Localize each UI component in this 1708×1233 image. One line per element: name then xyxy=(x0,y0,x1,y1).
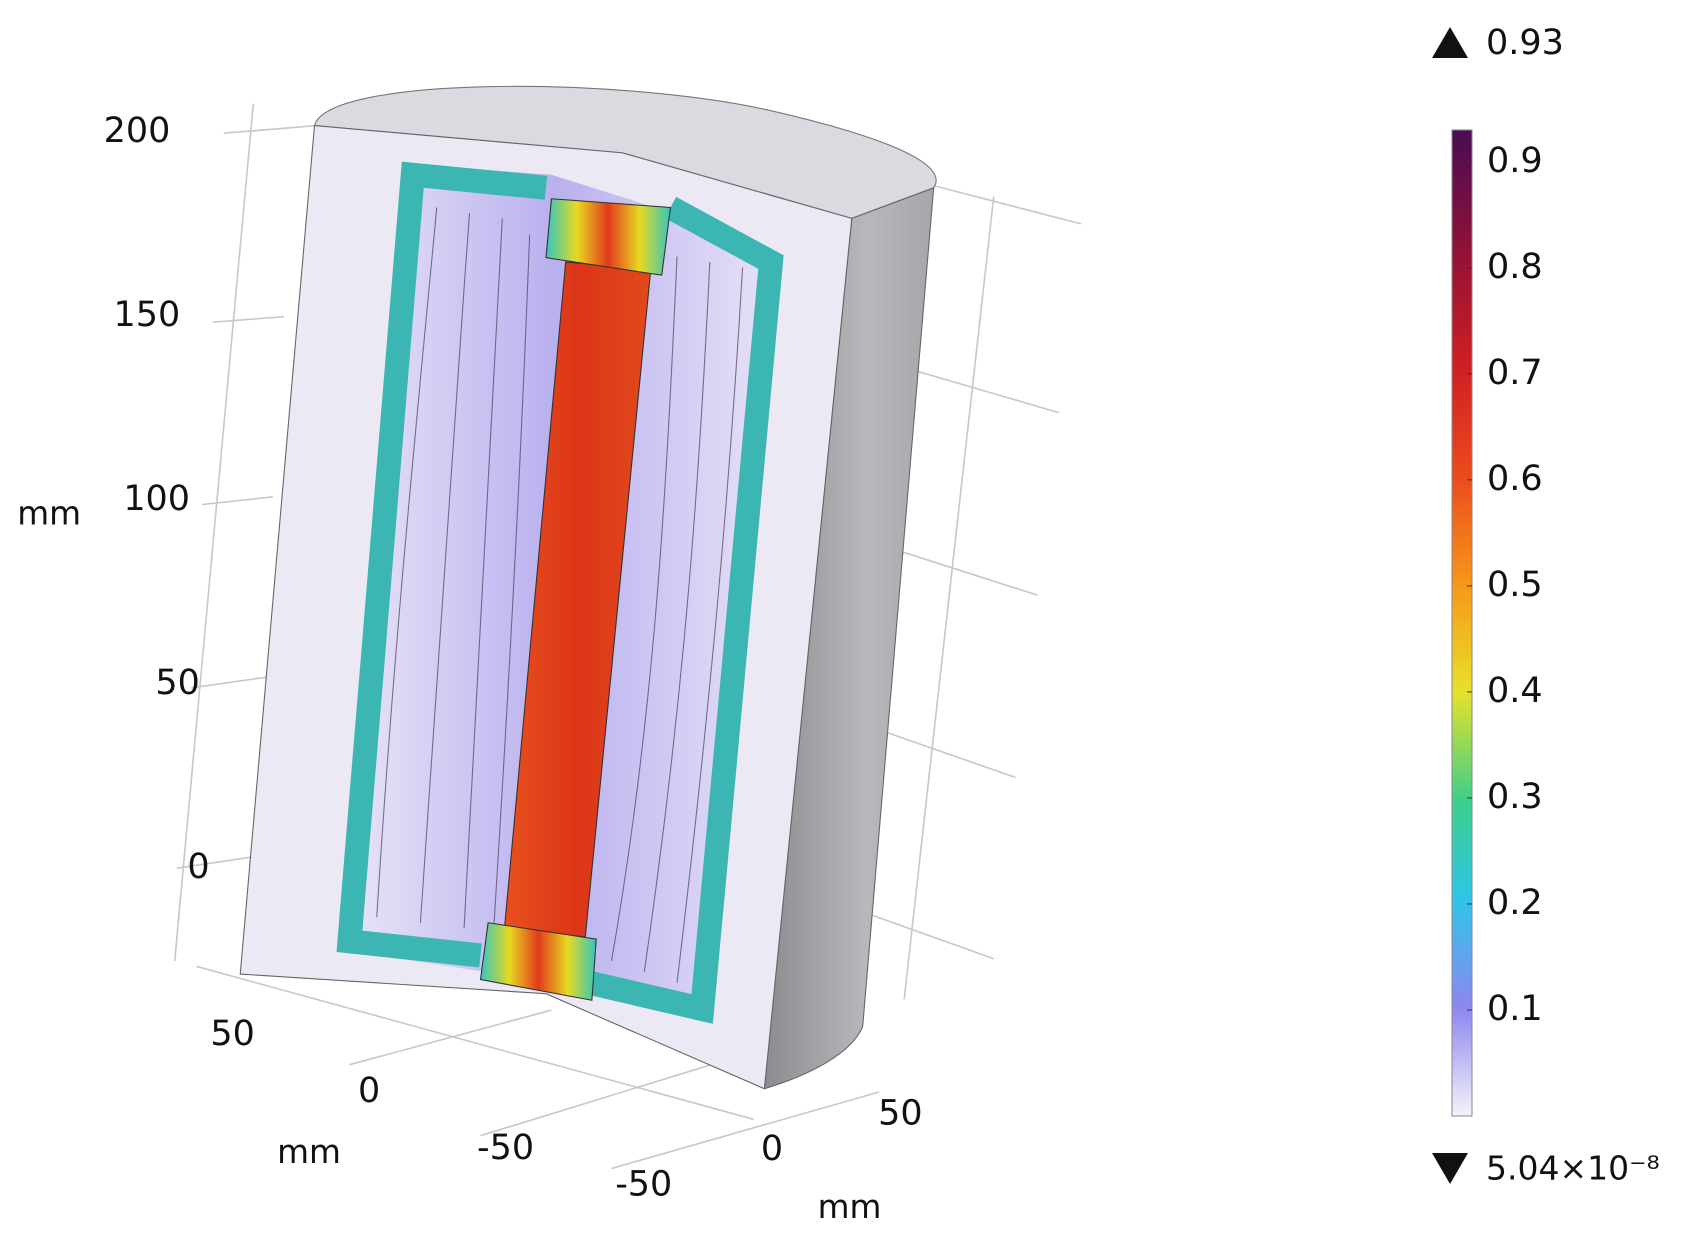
x-tick-label: -50 xyxy=(477,1128,534,1168)
y-axis-label: mm xyxy=(818,1188,882,1226)
3d-scene: mm mm mm 200 150 100 50 0 50 0 -50 50 0 -50 xyxy=(17,85,1082,1226)
top-face xyxy=(313,85,937,219)
bottom-pole xyxy=(479,922,597,1001)
z-tick-label: 50 xyxy=(155,663,199,703)
max-marker xyxy=(1432,27,1468,58)
x-tick-label: 50 xyxy=(210,1014,254,1054)
y-tick-label: 50 xyxy=(878,1093,922,1133)
y-tick-label: -50 xyxy=(615,1164,672,1204)
x-axis-label: mm xyxy=(277,1133,341,1171)
top-pole xyxy=(545,198,672,276)
colorbar-tick-label: 0.1 xyxy=(1487,989,1543,1029)
yoke-left xyxy=(336,161,548,968)
z-tick-label: 150 xyxy=(113,295,180,335)
side-face xyxy=(763,187,935,1090)
colorbar-tick-label: 0.5 xyxy=(1487,565,1543,605)
colorbar-tick-label: 0.9 xyxy=(1487,141,1543,181)
y-tick-label: 0 xyxy=(761,1129,783,1169)
grid xyxy=(173,103,1082,1170)
colorbar-tick-label: 0.4 xyxy=(1487,671,1543,711)
min-marker xyxy=(1432,1153,1468,1184)
colorbar-tick-label: 0.7 xyxy=(1487,353,1543,393)
colorbar-min: 5.04×10⁻⁸ xyxy=(1486,1149,1660,1188)
z-tick-label: 0 xyxy=(187,847,209,887)
z-tick-label: 100 xyxy=(123,479,190,519)
colorbar-tick-label: 0.2 xyxy=(1487,883,1543,923)
yoke-right xyxy=(586,196,784,1024)
colorbar xyxy=(1451,129,1473,1117)
colorbar-tick-label: 0.3 xyxy=(1487,777,1543,817)
x-tick-label: 0 xyxy=(358,1071,380,1111)
colorbar-max: 0.93 xyxy=(1486,23,1564,63)
z-axis-label: mm xyxy=(17,494,81,532)
z-tick-label: 200 xyxy=(104,111,171,151)
colorbar-tick-label: 0.8 xyxy=(1487,247,1543,287)
colorbar-tick-label: 0.6 xyxy=(1487,459,1543,499)
